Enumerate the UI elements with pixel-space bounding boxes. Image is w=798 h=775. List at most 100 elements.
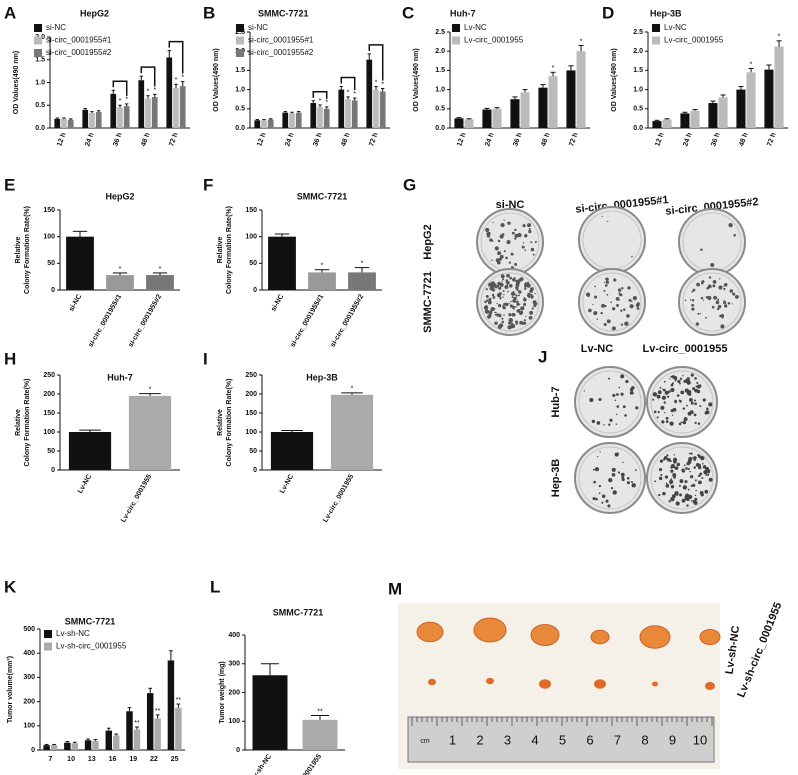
colony [679,479,684,483]
colony [704,489,709,494]
colony [680,421,683,424]
colony [601,494,606,499]
y-tick-label: 0 [31,747,35,754]
colony [668,500,671,503]
bar [492,108,502,128]
x-tick-label: 12 h [256,132,267,148]
colony [691,303,695,307]
colony [690,401,694,405]
colony [508,283,513,288]
colony [520,306,525,311]
colony [694,388,698,393]
colony [671,382,674,385]
colony [705,296,709,299]
colony [671,414,674,416]
colony [606,319,611,324]
colony [663,401,666,404]
column-label: si-NC [496,199,525,211]
colony [514,228,517,232]
colony [691,290,694,293]
colony [670,466,673,469]
colony [626,481,630,485]
legend-label: si-circ_0001955#1 [46,36,112,45]
y-tick-label: 150 [43,410,55,417]
colony [518,290,522,294]
legend-swatch [34,24,42,32]
colony [686,497,690,502]
x-tick-label: 72 h [568,132,579,148]
colony [657,411,660,414]
colony [658,467,663,472]
significance-label: * [361,260,364,267]
colony [696,381,699,384]
ruler-label: 3 [504,732,511,747]
y-tick-label: 2.5 [633,29,643,36]
bar [54,118,61,128]
colony [603,289,606,292]
colony [663,388,666,392]
colony [593,480,596,484]
colony [705,316,707,319]
colony [664,475,669,479]
colony [723,287,726,291]
colony [623,308,626,311]
legend-label: Lv-NC [464,23,487,32]
y-tick-label: 0.0 [235,125,245,132]
chart-title: Hep-3B [650,8,682,18]
y-tick-label: 1.5 [435,67,445,74]
legend-swatch [236,36,244,45]
colony [593,311,598,316]
y-tick-label: 200 [23,698,35,705]
y-tick-label: 200 [228,689,240,696]
colony [685,467,688,470]
bar [68,432,112,470]
colony [717,298,720,301]
x-tick-label: 72 h [168,132,179,148]
colony [514,262,518,266]
y-tick-label: 1.0 [633,86,643,93]
colony [705,473,708,476]
significance-label: ** [134,720,140,727]
y-tick-label: 300 [23,674,35,681]
colony [598,397,602,402]
colony [665,416,669,420]
colony [723,282,728,287]
bar [576,51,586,129]
colony [690,500,693,502]
colony [506,281,510,285]
y-axis-label: Tumor weight (mg) [219,661,226,723]
colony [694,402,698,406]
colony [657,395,660,397]
colony [535,303,538,305]
colony [494,321,498,325]
tumor [539,679,551,689]
chart-panel: C Huh-7 OD Values(490 nm) 0.0 0.5 1.0 1.5 2.0 2.… [402,3,590,147]
colony [670,484,675,489]
chart-panel: H Huh-7 Relative Colony Formation Rate(%) 0 5… [4,349,180,524]
significance-label: * [119,98,122,105]
panel-letter: H [4,349,16,368]
colony [484,309,488,313]
bar [323,108,330,128]
y-tick-label: 150 [245,207,257,214]
colony [489,282,494,287]
colony [662,388,664,390]
x-tick-label: 22 [150,756,158,763]
significance-label: * [147,89,150,96]
colony [491,259,493,261]
colony [719,278,721,280]
bar [538,87,548,128]
colony [528,229,532,234]
x-tick-label: 36 h [112,132,123,148]
colony [718,305,721,307]
colony [733,234,736,237]
colony [615,423,618,426]
significance-label: * [750,61,753,68]
colony [686,504,689,507]
bar [166,57,173,128]
colony [687,488,690,491]
colony [708,276,712,279]
colony [665,420,669,424]
colony [608,477,613,483]
